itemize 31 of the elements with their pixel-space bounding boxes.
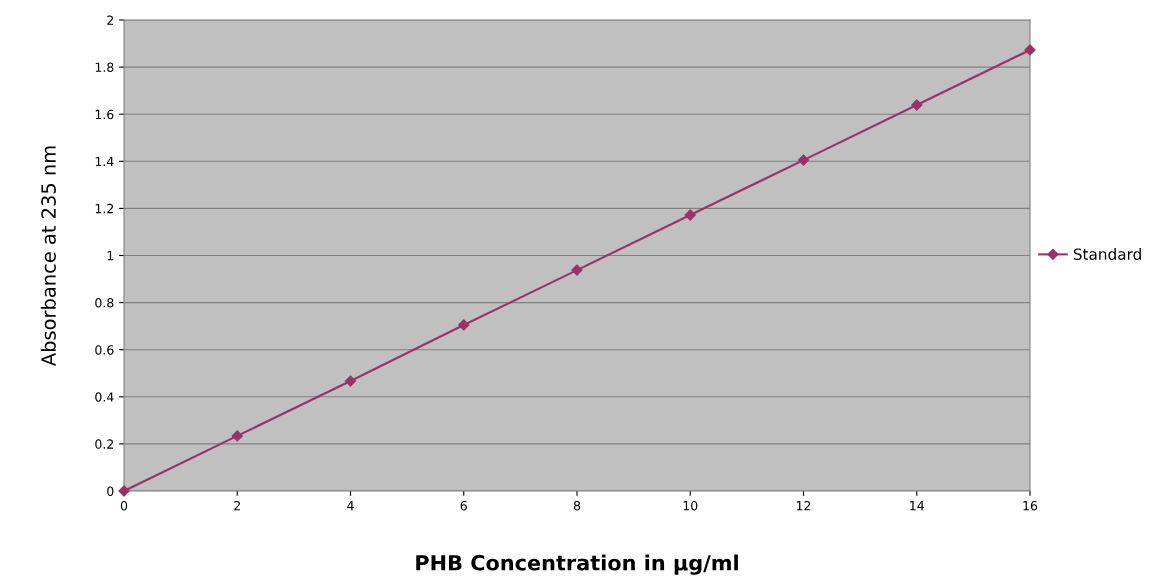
point: [684, 209, 696, 221]
x-tick-label: 4: [347, 501, 354, 511]
y-tick-label: 0: [107, 486, 114, 496]
x-tick-label: 14: [910, 501, 924, 511]
y-tick-label: 0.6: [95, 345, 114, 355]
y-tick-label: 1.2: [95, 203, 114, 214]
point: [458, 319, 470, 331]
x-tick-label: 0: [120, 500, 128, 511]
x-tick-label: 12: [796, 500, 811, 511]
x-tick-label: 10: [683, 500, 698, 511]
point: [118, 485, 130, 497]
y-tick-label: 1.8: [95, 62, 114, 73]
x-axis-title: PHB Concentration in µg/ml: [416, 554, 738, 575]
legend-label: Standard: [1073, 248, 1141, 260]
y-tick-label: 0.2: [95, 439, 114, 449]
y-tick-label: 0.4: [95, 392, 114, 402]
x-tick-label: 2: [234, 500, 240, 511]
y-tick-label: 0.8: [95, 298, 114, 308]
point: [797, 154, 810, 166]
x-tick-label: 8: [573, 500, 581, 511]
point: [344, 375, 357, 387]
y-tick-label: 1: [107, 251, 114, 261]
point: [231, 430, 243, 442]
point: [1024, 44, 1036, 56]
point: [911, 99, 923, 111]
x-tick-label: 6: [460, 500, 467, 511]
y-tick-label: 2: [107, 15, 114, 25]
y-tick-label: 1.4: [95, 156, 114, 167]
y-tick-label: 1.6: [95, 109, 114, 120]
y-axis-title: Absorbance at 235 nm: [40, 146, 56, 367]
x-tick-label: 16: [1023, 500, 1038, 511]
